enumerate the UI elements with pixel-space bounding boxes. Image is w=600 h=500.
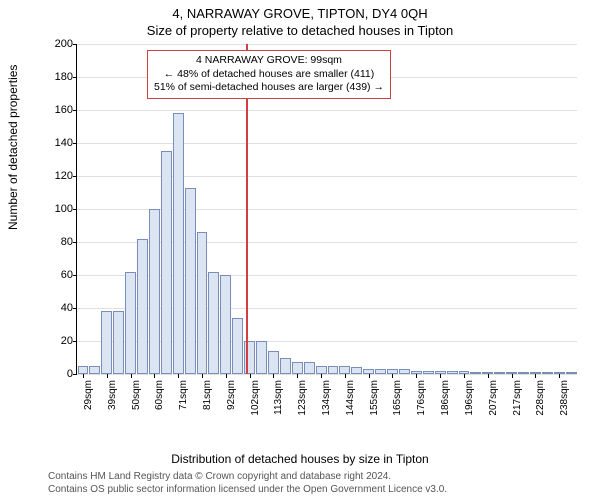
histogram-bar xyxy=(113,311,124,374)
histogram-bar xyxy=(137,239,148,374)
histogram-bar xyxy=(566,372,577,374)
x-tick-label: 196sqm xyxy=(464,378,475,416)
histogram-bar xyxy=(351,367,362,374)
histogram-bar xyxy=(173,113,184,374)
y-tick-label: 160 xyxy=(47,104,77,116)
chart-container: 02040608010012014016018020029sqm39sqm50s… xyxy=(48,44,580,424)
y-tick-label: 200 xyxy=(47,38,77,50)
x-tick-label: 102sqm xyxy=(250,378,261,416)
plot-area: 02040608010012014016018020029sqm39sqm50s… xyxy=(76,44,577,375)
x-tick-label: 71sqm xyxy=(178,378,189,410)
histogram-bar xyxy=(328,366,339,374)
histogram-bar xyxy=(89,366,100,374)
x-tick-label: 39sqm xyxy=(107,378,118,410)
y-tick-label: 140 xyxy=(47,137,77,149)
x-tick-label: 60sqm xyxy=(154,378,165,410)
histogram-bar xyxy=(208,272,219,374)
histogram-bar xyxy=(447,371,458,374)
x-tick-label: 29sqm xyxy=(83,378,94,410)
histogram-bar xyxy=(423,371,434,374)
histogram-bar xyxy=(339,366,350,374)
histogram-bar xyxy=(197,232,208,374)
x-tick-label: 134sqm xyxy=(321,378,332,416)
histogram-bar xyxy=(220,275,231,374)
page-title: 4, NARRAWAY GROVE, TIPTON, DY4 0QH xyxy=(0,0,600,21)
histogram-bar xyxy=(316,366,327,374)
y-tick-label: 120 xyxy=(47,170,77,182)
y-tick-label: 180 xyxy=(47,71,77,83)
y-tick-label: 60 xyxy=(47,269,77,281)
info-box-line: ← 48% of detached houses are smaller (41… xyxy=(154,68,384,82)
y-tick-label: 80 xyxy=(47,236,77,248)
footer-line-1: Contains HM Land Registry data © Crown c… xyxy=(48,471,447,484)
x-tick-label: 81sqm xyxy=(202,378,213,410)
x-tick-label: 217sqm xyxy=(512,378,523,416)
info-box-line: 4 NARRAWAY GROVE: 99sqm xyxy=(154,54,384,68)
histogram-bar xyxy=(256,341,267,374)
histogram-bar xyxy=(280,358,291,375)
histogram-bar xyxy=(470,372,481,374)
histogram-bar xyxy=(399,369,410,374)
page-subtitle: Size of property relative to detached ho… xyxy=(0,21,600,38)
histogram-bar xyxy=(518,372,529,374)
histogram-bar xyxy=(185,188,196,374)
x-tick-label: 207sqm xyxy=(488,378,499,416)
histogram-bar xyxy=(268,351,279,374)
y-tick-label: 20 xyxy=(47,335,77,347)
histogram-bar xyxy=(232,318,243,374)
x-tick-label: 50sqm xyxy=(131,378,142,410)
histogram-bar xyxy=(375,369,386,374)
attribution-footer: Contains HM Land Registry data © Crown c… xyxy=(48,471,447,496)
x-tick-label: 155sqm xyxy=(369,378,380,416)
x-tick-label: 176sqm xyxy=(416,378,427,416)
x-tick-label: 238sqm xyxy=(559,378,570,416)
gridline xyxy=(77,374,577,375)
x-tick-label: 228sqm xyxy=(535,378,546,416)
info-box: 4 NARRAWAY GROVE: 99sqm← 48% of detached… xyxy=(147,50,391,99)
y-tick-label: 100 xyxy=(47,203,77,215)
histogram-bar xyxy=(542,372,553,374)
x-axis-label: Distribution of detached houses by size … xyxy=(0,452,600,466)
histogram-bar xyxy=(78,366,89,374)
histogram-bar xyxy=(304,362,315,374)
histogram-bar xyxy=(292,362,303,374)
info-box-line: 51% of semi-detached houses are larger (… xyxy=(154,81,384,95)
histogram-bar xyxy=(161,151,172,374)
x-tick-label: 186sqm xyxy=(440,378,451,416)
footer-line-2: Contains OS public sector information li… xyxy=(48,484,447,497)
x-tick-label: 92sqm xyxy=(226,378,237,410)
histogram-bar xyxy=(149,209,160,374)
x-tick-label: 165sqm xyxy=(392,378,403,416)
histogram-bar xyxy=(101,311,112,374)
x-tick-label: 123sqm xyxy=(297,378,308,416)
x-tick-label: 113sqm xyxy=(273,378,284,415)
y-axis-label: Number of detached properties xyxy=(6,65,20,230)
histogram-bar xyxy=(494,372,505,374)
y-tick-label: 0 xyxy=(47,368,77,380)
x-tick-label: 144sqm xyxy=(345,378,356,416)
y-tick-label: 40 xyxy=(47,302,77,314)
histogram-bar xyxy=(125,272,136,374)
